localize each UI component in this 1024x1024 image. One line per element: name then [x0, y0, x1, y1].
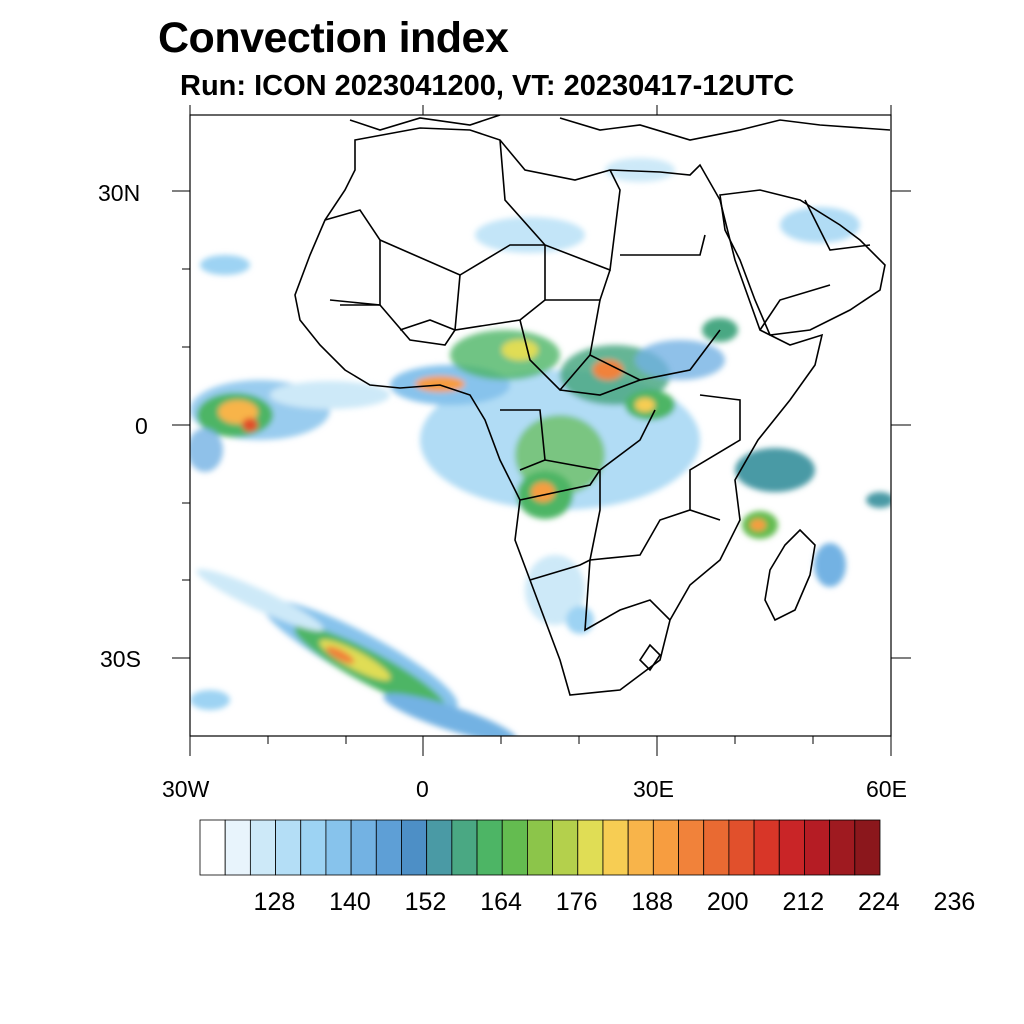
colorbar-swatch — [854, 819, 881, 876]
chart-subtitle: Run: ICON 2023041200, VT: 20230417-12UTC — [180, 70, 795, 102]
colorbar-swatch — [678, 819, 705, 876]
chart-title: Convection index — [158, 14, 509, 62]
colorbar-swatch — [476, 819, 503, 876]
colorbar-swatch — [552, 819, 579, 876]
colorbar-swatch — [627, 819, 654, 876]
colorbar-swatch — [300, 819, 327, 876]
colorbar-label: 152 — [404, 888, 447, 916]
colorbar-swatch — [527, 819, 553, 876]
colorbar-label: 200 — [706, 888, 749, 916]
colorbar-swatch — [778, 819, 805, 876]
colorbar-swatch — [325, 819, 352, 876]
colorbar-label: 236 — [933, 888, 976, 916]
colorbar — [199, 819, 881, 876]
colorbar-label: 188 — [631, 888, 674, 916]
colorbar-label: 164 — [480, 888, 522, 916]
coastlines — [294, 115, 891, 696]
colorbar-label: 128 — [253, 888, 296, 916]
colorbar-swatch — [501, 819, 528, 876]
colorbar-swatch — [451, 819, 478, 876]
colorbar-swatch — [375, 819, 402, 876]
colorbar-swatch — [275, 819, 302, 876]
lon-label-0: 0 — [416, 776, 429, 802]
lon-label-30e: 30E — [633, 776, 674, 802]
colorbar-label: 224 — [858, 888, 900, 916]
colorbar-swatch — [753, 819, 780, 876]
colorbar-swatch — [829, 819, 856, 876]
colorbar-swatch — [602, 819, 629, 876]
colorbar-swatch — [426, 819, 453, 876]
colorbar-swatch — [728, 819, 755, 876]
axis-ticks — [172, 105, 911, 756]
lat-label-0: 0 — [135, 413, 148, 439]
convection-field — [190, 158, 891, 736]
lon-label-30w: 30W — [162, 776, 210, 802]
lon-label-60e: 60E — [866, 776, 907, 802]
colorbar-swatch — [804, 819, 831, 876]
colorbar-label: 140 — [329, 888, 371, 916]
lat-label-30s: 30S — [100, 646, 141, 672]
colorbar-swatch — [703, 819, 730, 876]
colorbar-label: 212 — [782, 888, 825, 916]
colorbar-swatch — [199, 819, 226, 876]
colorbar-swatch — [224, 819, 251, 876]
colorbar-label: 176 — [555, 888, 598, 916]
lat-label-30n: 30N — [98, 180, 141, 206]
colorbar-swatch — [350, 819, 377, 876]
colorbar-swatch — [577, 819, 604, 876]
colorbar-swatch — [652, 819, 679, 876]
colorbar-swatch — [249, 819, 276, 876]
colorbar-swatch — [401, 819, 428, 876]
